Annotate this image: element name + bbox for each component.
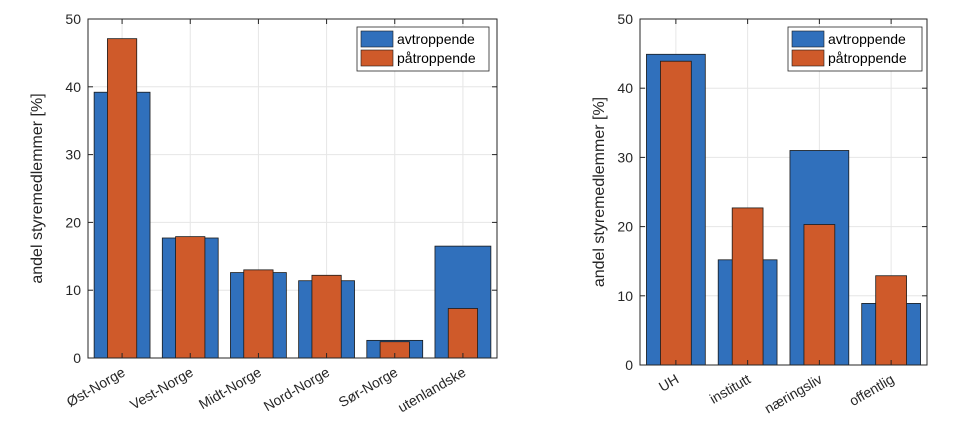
- y-tick-label: 20: [617, 219, 633, 235]
- x-tick-label: Vest-Norge: [127, 364, 196, 413]
- y-tick-label: 0: [625, 357, 633, 373]
- y-tick-label: 50: [65, 11, 81, 27]
- y-tick-label: 50: [617, 11, 633, 27]
- chart-sectors: 0 10 20 30 40 50 UH institutt næringsliv offentli…: [591, 11, 928, 417]
- legend: avtroppende påtroppende: [356, 26, 490, 72]
- x-tick-label: Øst-Norge: [64, 364, 128, 410]
- bar-patroppende: [175, 236, 206, 359]
- x-tick-label: UH: [656, 371, 682, 395]
- axes-box: [639, 18, 928, 366]
- y-tick-label: 0: [73, 350, 81, 366]
- y-tick-label: 10: [617, 288, 633, 304]
- legend-swatch-patroppende: [791, 49, 825, 67]
- axes-box: [87, 18, 498, 359]
- plot-area: [88, 19, 497, 358]
- y-tick-label: 20: [65, 214, 81, 230]
- bar-patroppende: [243, 269, 274, 359]
- legend-swatch-avtroppende: [791, 30, 825, 48]
- bar-patroppende: [107, 38, 138, 359]
- y-tick-label: 10: [65, 282, 81, 298]
- y-tick-label: 30: [617, 149, 633, 165]
- legend-swatch-patroppende: [360, 49, 394, 67]
- legend-label: påtroppende: [828, 50, 907, 66]
- y-axis-label: andel styremedlemmer [%]: [591, 97, 608, 287]
- legend-label: avtroppende: [397, 31, 475, 47]
- legend-swatch-avtroppende: [360, 30, 394, 48]
- x-tick-label: Sør-Norge: [336, 364, 401, 411]
- bar-patroppende: [731, 207, 764, 366]
- x-tick-label: utenlandske: [395, 364, 469, 416]
- x-tick-label: Midt-Norge: [196, 364, 264, 413]
- y-axis-label: andel styremedlemmer [%]: [29, 93, 46, 283]
- legend: avtroppende påtroppende: [787, 26, 923, 72]
- y-tick-label: 40: [617, 80, 633, 96]
- bar-patroppende: [803, 224, 836, 366]
- bar-patroppende: [311, 274, 342, 359]
- bar-patroppende: [660, 60, 692, 366]
- legend-label: påtroppende: [397, 50, 476, 66]
- x-tick-label: næringsliv: [762, 371, 825, 417]
- bar-patroppende: [875, 275, 907, 366]
- y-tick-label: 40: [65, 79, 81, 95]
- legend-label: avtroppende: [828, 31, 906, 47]
- chart-regions: 0 10 20 30 40 50 Øst-Norge Vest-Norge Midt-Norge…: [29, 11, 498, 416]
- x-tick-label: institutt: [707, 371, 754, 407]
- bar-patroppende: [447, 308, 478, 359]
- y-tick-label: 30: [65, 147, 81, 163]
- x-tick-label: Nord-Norge: [261, 364, 333, 415]
- x-tick-label: offentlig: [846, 371, 896, 409]
